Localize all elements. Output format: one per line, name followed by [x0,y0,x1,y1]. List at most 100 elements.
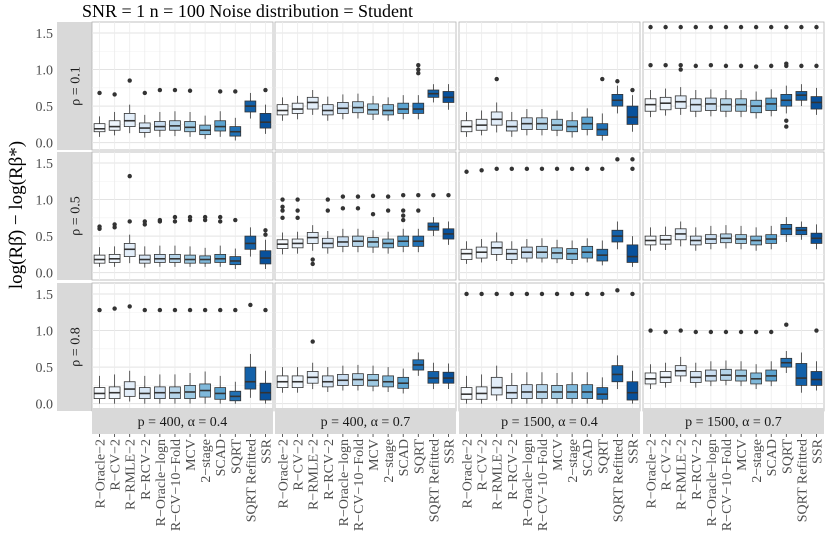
outlier-point [218,214,223,220]
method-label: R−Oracle−logn [154,439,169,526]
box [244,366,257,390]
outlier-point [187,88,193,93]
row-strip [57,283,92,411]
outlier-point [370,211,376,217]
outlier-point [678,67,683,72]
method-label: SCAD [765,439,780,476]
method-label: R−CV−2 [292,439,307,491]
outlier-point [569,291,575,297]
outlier-point [678,24,683,30]
panel [458,282,641,412]
outlier-point [630,157,635,162]
outlier-point [280,204,285,210]
outlier-point [814,328,819,333]
outlier-point [416,192,421,198]
outlier-point [385,194,391,199]
outlier-point [784,124,789,129]
outlier-point [310,339,315,344]
outlier-point [187,307,193,313]
box [795,363,808,386]
box [490,376,503,396]
y-tick-label: 1.5 [36,157,54,172]
method-label: SSR [442,438,457,464]
panel [91,151,274,281]
outlier-point [295,208,300,213]
outlier-point [708,329,714,335]
outlier-point [615,157,620,162]
panel-background [274,282,457,412]
outlier-point [738,329,744,335]
box [93,123,106,133]
outlier-point [464,169,469,174]
y-tick-label: 1.0 [36,325,54,340]
outlier-point [97,307,102,313]
panel-background [458,21,641,151]
panel-background [274,21,457,151]
column-strip [92,408,273,434]
box [259,382,272,401]
panel-background [642,21,825,151]
outlier-point [280,208,285,213]
outlier-point [723,329,729,335]
outlier-point [401,192,406,198]
method-label: R−RMLE−2 [491,439,506,510]
outlier-point [218,307,223,313]
outlier-point [127,173,132,179]
box [626,244,639,263]
outlier-point [385,208,391,213]
method-label: R−CV−10−Fold [720,439,735,531]
outlier-point [799,63,804,69]
outlier-point [325,208,330,213]
outlier-point [630,291,635,297]
outlier-point [340,206,346,211]
outlier-point [678,62,683,68]
outlier-point [172,307,178,313]
method-label: MCV [184,439,199,471]
outlier-point [142,90,147,96]
method-label: R−CV−2 [476,439,491,491]
outlier-point [799,24,804,30]
outlier-point [401,217,406,223]
outlier-point [479,168,484,173]
outlier-point [784,63,789,69]
method-label: MCV [367,439,382,471]
method-label: SQRT [596,439,611,474]
outlier-point [708,24,714,30]
column-strip-label: p = 1500, α = 0.4 [501,415,598,430]
outlier-point [509,291,514,297]
outlier-point [355,194,361,199]
outlier-point [784,322,789,327]
method-label: SQRT [780,439,795,474]
outlier-point [233,307,238,313]
outlier-point [401,208,406,213]
y-tick-label: 1.0 [36,64,54,79]
y-tick-label: 0.5 [36,100,54,115]
outlier-point [615,288,620,293]
outlier-point [569,166,575,172]
outlier-point [202,214,208,220]
panel [91,21,274,151]
panel-background [642,282,825,412]
chart-title: SNR = 1 n = 100 Noise distribution = Stu… [82,1,413,21]
column-strip [643,408,824,434]
outlier-point [738,63,744,69]
outlier-point [753,329,759,335]
method-label: R−RCV−2 [139,439,154,500]
outlier-point [723,63,729,69]
outlier-point [157,307,163,313]
outlier-point [127,219,132,224]
outlier-point [157,217,163,223]
outlier-point [494,76,499,82]
box [108,120,121,131]
outlier-point [233,217,238,223]
outlier-point [370,193,376,199]
panel [642,151,825,281]
outlier-point [539,291,545,297]
method-label: R−Oracle−logn [705,439,720,526]
method-label: R−Oracle−logn [337,439,352,526]
outlier-point [172,87,178,93]
method-label: R−Oracle−2 [645,439,660,508]
outlier-point [600,76,605,82]
outlier-point [600,291,605,297]
y-tick-label: 0.0 [36,137,54,152]
